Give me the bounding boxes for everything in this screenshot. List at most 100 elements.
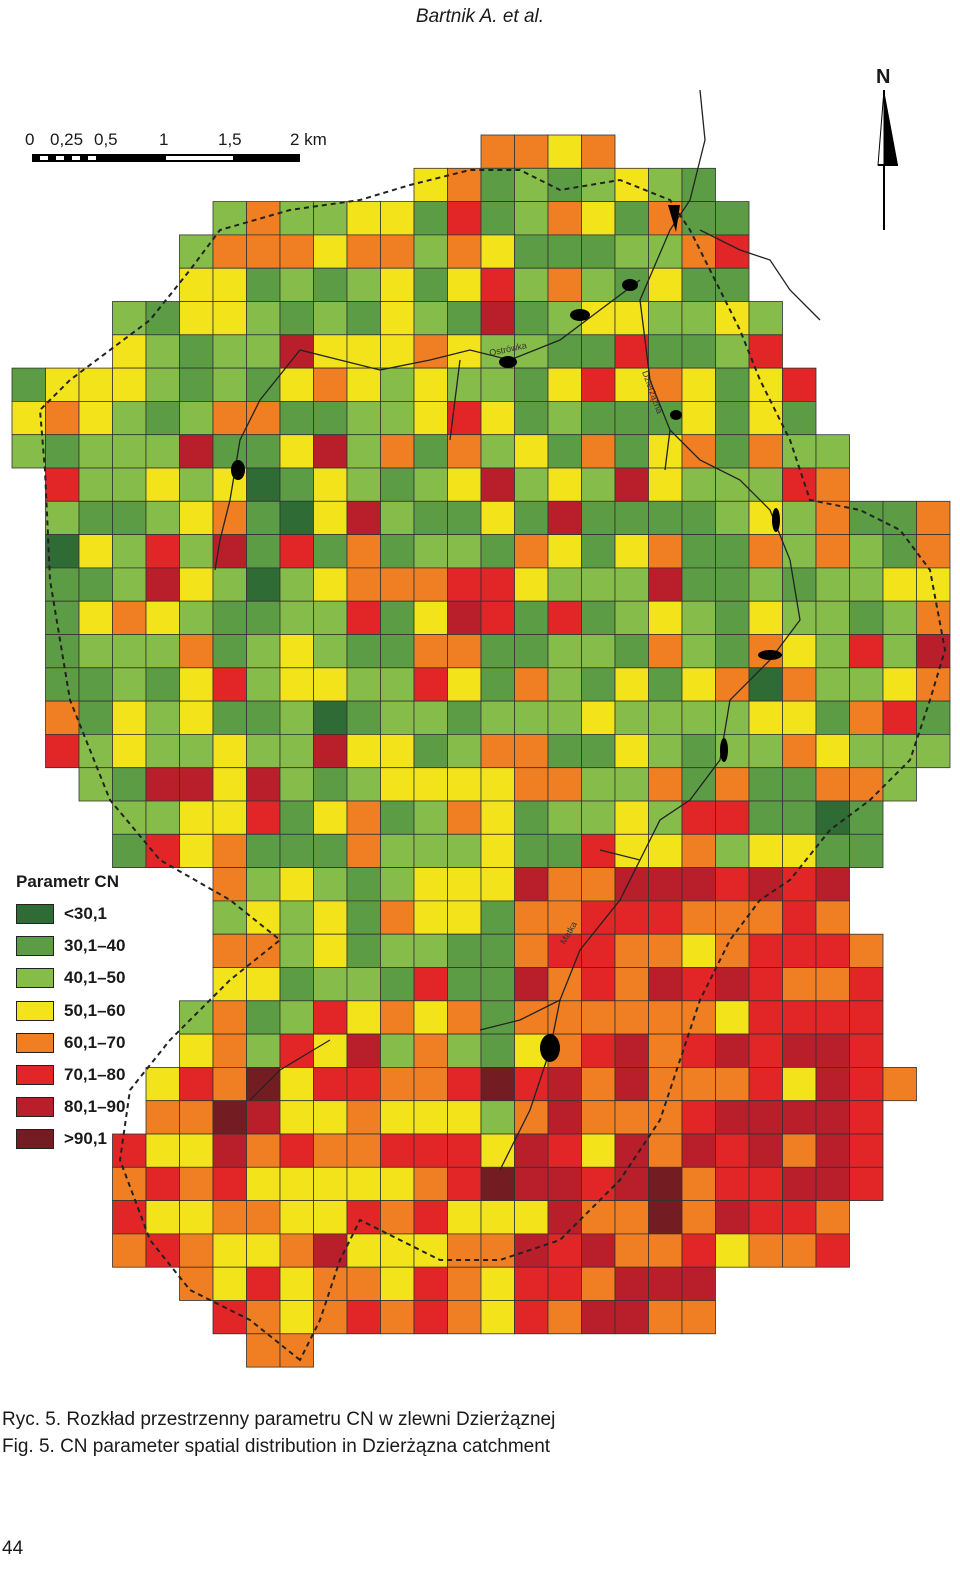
grid-cell (112, 500, 147, 535)
grid-cell (279, 600, 314, 635)
grid-cell (514, 933, 549, 968)
grid-cell (614, 1266, 649, 1301)
scale-bar: 0 0,25 0,5 1 1,5 2 km (25, 130, 328, 170)
grid-cell (648, 267, 683, 302)
water-bodies (231, 205, 782, 1062)
grid-cell (447, 667, 482, 702)
grid-cell (246, 867, 281, 902)
grid-cell (480, 1233, 515, 1268)
grid-cell (413, 933, 448, 968)
grid-cell (480, 833, 515, 868)
grid-cell (581, 334, 616, 369)
grid-cell (547, 1266, 582, 1301)
grid-cell (112, 367, 147, 402)
legend-swatch (16, 936, 54, 957)
legend-label: 50,1–60 (64, 1000, 126, 1020)
grid-cell (380, 1200, 415, 1235)
legend-swatch (16, 1032, 54, 1053)
grid-cell (313, 1166, 348, 1202)
grid-cell (313, 800, 348, 835)
grid-cell (882, 534, 917, 569)
grid-cell (346, 833, 381, 868)
grid-cell (380, 833, 415, 868)
grid-cell (815, 1000, 850, 1035)
grid-cell (715, 567, 750, 602)
grid-cell (413, 467, 448, 502)
grid-cell (581, 400, 616, 436)
grid-cell (179, 567, 214, 602)
cn-grid-cells (11, 134, 951, 1368)
grid-cell (78, 500, 113, 535)
grid-cell (547, 1233, 582, 1268)
grid-cell (45, 634, 80, 669)
grid-cell (413, 367, 448, 402)
grid-cell (882, 567, 917, 602)
legend-swatch (16, 1129, 54, 1150)
grid-cell (380, 700, 415, 735)
grid-cell (447, 1133, 482, 1168)
grid-cell (648, 1233, 683, 1268)
grid-cell (614, 400, 649, 436)
grid-cell (514, 434, 549, 469)
grid-cell (648, 167, 683, 203)
grid-cell (78, 600, 113, 635)
grid-cell (447, 900, 482, 935)
grid-cell (681, 234, 716, 269)
grid-cell (514, 1166, 549, 1202)
grid-cell (212, 1233, 247, 1268)
scale-bar-graphic (32, 154, 300, 162)
grid-cell (78, 634, 113, 669)
grid-cell (715, 201, 750, 236)
grid-cell (614, 334, 649, 369)
grid-cell (748, 434, 783, 469)
grid-cell (313, 400, 348, 436)
lake-3 (499, 356, 517, 368)
grid-cell (346, 1133, 381, 1168)
grid-cell (480, 434, 515, 469)
grid-cell (447, 967, 482, 1002)
grid-cell (413, 1200, 448, 1235)
grid-cell (346, 1200, 381, 1235)
grid-cell (916, 534, 951, 569)
grid-cell (681, 734, 716, 769)
grid-cell (279, 567, 314, 602)
grid-cell (480, 567, 515, 602)
grid-cell (413, 700, 448, 735)
grid-cell (212, 301, 247, 336)
grid-cell (313, 1133, 348, 1168)
grid-cell (748, 800, 783, 835)
grid-cell (782, 1233, 817, 1268)
grid-cell (447, 267, 482, 302)
grid-cell (815, 567, 850, 602)
grid-cell (145, 534, 180, 569)
grid-cell (480, 1200, 515, 1235)
grid-cell (279, 634, 314, 669)
grid-cell (112, 634, 147, 669)
grid-cell (212, 867, 247, 902)
grid-cell (279, 1200, 314, 1235)
grid-cell (815, 867, 850, 902)
grid-cell (246, 667, 281, 702)
grid-cell (748, 933, 783, 968)
grid-cell (480, 767, 515, 802)
grid-cell (246, 1333, 281, 1368)
grid-cell (313, 833, 348, 868)
lake-9 (622, 279, 638, 291)
grid-cell (648, 700, 683, 735)
grid-cell (145, 367, 180, 402)
grid-cell (447, 367, 482, 402)
grid-cell (648, 667, 683, 702)
grid-cell (447, 1266, 482, 1301)
grid-cell (614, 1300, 649, 1335)
grid-cell (246, 933, 281, 968)
grid-cell (681, 167, 716, 203)
grid-cell (145, 1233, 180, 1268)
grid-cell (413, 1233, 448, 1268)
grid-cell (279, 467, 314, 502)
grid-cell (480, 1100, 515, 1135)
grid-cell (313, 434, 348, 469)
grid-cell (380, 467, 415, 502)
grid-cell (447, 1233, 482, 1268)
grid-cell (614, 201, 649, 236)
grid-cell (681, 634, 716, 669)
